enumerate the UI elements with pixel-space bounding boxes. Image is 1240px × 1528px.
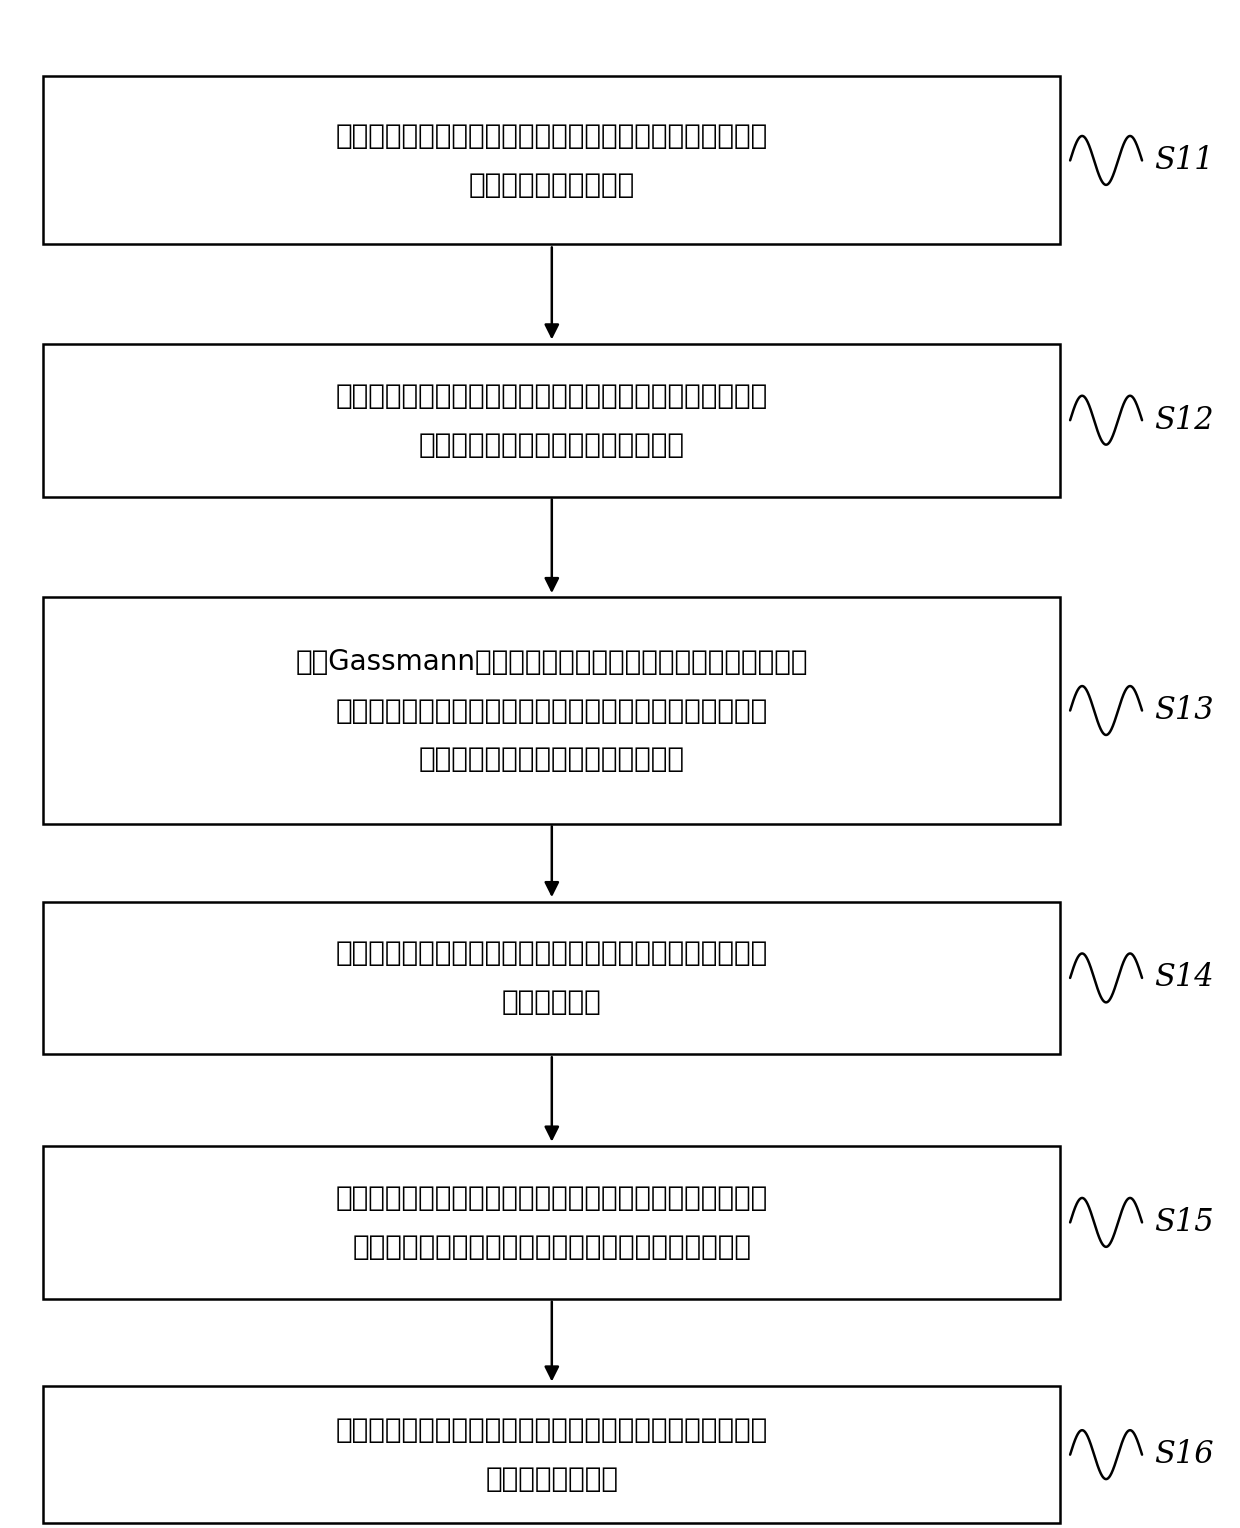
Text: 采用地震反演方法获取目的层的弹性参数，结合测井资料，: 采用地震反演方法获取目的层的弹性参数，结合测井资料，	[336, 1184, 768, 1212]
Text: 根据流体替换计算的属性参数，结合实际钻测井资料，确定: 根据流体替换计算的属性参数，结合实际钻测井资料，确定	[336, 940, 768, 967]
Text: 根据实测的岩心孔隙度和声波速度，采用胶结砂岩理论，构: 根据实测的岩心孔隙度和声波速度，采用胶结砂岩理论，构	[336, 382, 768, 410]
Text: S14: S14	[1154, 963, 1214, 993]
Text: S11: S11	[1154, 145, 1214, 176]
Bar	[43, 902, 1060, 1054]
Text: 计算地震流体因子数据体，得到新构建的地震流体因子: 计算地震流体因子数据体，得到新构建的地震流体因子	[352, 1233, 751, 1261]
Bar	[43, 597, 1060, 824]
Text: S16: S16	[1154, 1439, 1214, 1470]
Text: S12: S12	[1154, 405, 1214, 435]
Text: 根据实际的致密储层的岩心样品及其测试数据，构建致密砂: 根据实际的致密储层的岩心样品及其测试数据，构建致密砂	[336, 122, 768, 150]
Bar	[43, 1386, 1060, 1523]
Text: S15: S15	[1154, 1207, 1214, 1238]
Text: 建致密储层干燥状况下岩石物理模型: 建致密储层干燥状况下岩石物理模型	[419, 431, 684, 458]
Text: 拉梅模量相关参数的流体敏感性分析: 拉梅模量相关参数的流体敏感性分析	[419, 746, 684, 773]
Bar	[43, 76, 1060, 244]
Text: 等效流体因子: 等效流体因子	[502, 989, 601, 1016]
Bar	[43, 344, 1060, 497]
Text: 应用新构建的地震流体因子进行地震流体检测分析，预测地: 应用新构建的地震流体因子进行地震流体检测分析，预测地	[336, 1416, 768, 1444]
Text: 结果，进行流体替换分析和拉梅模量相关参数转换，并进行: 结果，进行流体替换分析和拉梅模量相关参数转换，并进行	[336, 697, 768, 724]
Text: 采用Gassmann方程，结合干燥致密砂岩岩石物理模型的预测: 采用Gassmann方程，结合干燥致密砂岩岩石物理模型的预测	[295, 648, 808, 675]
Text: S13: S13	[1154, 695, 1214, 726]
Text: 震油气储层的分布: 震油气储层的分布	[485, 1465, 619, 1493]
Bar	[43, 1146, 1060, 1299]
Text: 岩的基质模量预测模型: 岩的基质模量预测模型	[469, 171, 635, 199]
